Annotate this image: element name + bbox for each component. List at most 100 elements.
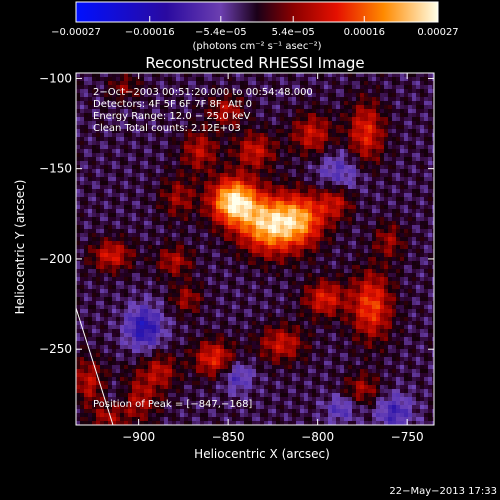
heatmap-cell — [240, 161, 245, 166]
heatmap-cell — [352, 249, 357, 254]
heatmap-cell — [84, 265, 89, 270]
heatmap-cell — [284, 121, 289, 126]
heatmap-cell — [240, 285, 245, 290]
heatmap-cell — [376, 101, 381, 106]
heatmap-cell — [184, 157, 189, 162]
heatmap-cell — [76, 173, 81, 178]
heatmap-cell — [112, 253, 117, 258]
heatmap-cell — [80, 225, 85, 230]
heatmap-cell — [108, 169, 113, 174]
heatmap-cell — [224, 129, 229, 134]
heatmap-cell — [340, 137, 345, 142]
heatmap-cell — [376, 225, 381, 230]
heatmap-cell — [244, 105, 249, 110]
heatmap-cell — [428, 137, 433, 142]
heatmap-cell — [252, 113, 257, 118]
heatmap-cell — [296, 257, 301, 262]
heatmap-cell — [328, 97, 333, 102]
heatmap-cell — [364, 265, 369, 270]
heatmap-cell — [288, 153, 293, 158]
colorbar-tick-label: −0.00016 — [125, 27, 175, 38]
heatmap-cell — [112, 209, 117, 214]
heatmap-cell — [348, 269, 353, 274]
heatmap-cell — [264, 125, 269, 130]
heatmap-cell — [408, 97, 413, 102]
heatmap-cell — [208, 173, 213, 178]
heatmap-cell — [204, 253, 209, 258]
heatmap-cell — [368, 277, 373, 282]
heatmap-cell — [172, 181, 177, 186]
heatmap-cell — [128, 249, 133, 254]
heatmap-cell — [280, 233, 285, 238]
heatmap-cell — [372, 261, 377, 266]
heatmap-cell — [264, 273, 269, 278]
heatmap-cell — [396, 169, 401, 174]
heatmap-cell — [208, 261, 213, 266]
heatmap-cell — [124, 125, 129, 130]
heatmap-cell — [228, 73, 233, 78]
heatmap-cell — [304, 245, 309, 250]
heatmap-cell — [344, 181, 349, 186]
heatmap-cell — [132, 237, 137, 242]
heatmap-cell — [92, 89, 97, 94]
heatmap-cell — [228, 117, 233, 122]
heatmap-cell — [420, 141, 425, 146]
heatmap-cell — [180, 165, 185, 170]
heatmap-cell — [336, 113, 341, 118]
heatmap-cell — [192, 201, 197, 206]
heatmap-cell — [116, 165, 121, 170]
heatmap-cell — [128, 209, 133, 214]
heatmap-cell — [200, 237, 205, 242]
heatmap-cell — [152, 265, 157, 270]
heatmap-cell — [308, 249, 313, 254]
heatmap-cell — [260, 249, 265, 254]
heatmap-cell — [320, 249, 325, 254]
heatmap-cell — [212, 97, 217, 102]
heatmap-cell — [348, 105, 353, 110]
heatmap-cell — [408, 237, 413, 242]
heatmap-cell — [320, 165, 325, 170]
heatmap-cell — [116, 253, 121, 258]
heatmap-cell — [164, 77, 169, 82]
heatmap-cell — [212, 149, 217, 154]
heatmap-cell — [176, 77, 181, 82]
heatmap-cell — [336, 93, 341, 98]
heatmap-cell — [432, 281, 434, 286]
heatmap-cell — [88, 141, 93, 146]
heatmap-cell — [316, 149, 321, 154]
heatmap-cell — [384, 81, 389, 86]
heatmap-cell — [148, 177, 153, 182]
heatmap-cell — [364, 209, 369, 214]
heatmap-cell — [344, 77, 349, 82]
heatmap-cell — [272, 225, 277, 230]
heatmap-cell — [360, 81, 365, 86]
heatmap-cell — [280, 73, 285, 78]
heatmap-cell — [392, 221, 397, 226]
heatmap-cell — [284, 201, 289, 206]
heatmap-cell — [148, 117, 153, 122]
heatmap-cell — [336, 281, 341, 286]
heatmap-cell — [380, 285, 385, 290]
heatmap-cell — [360, 129, 365, 134]
heatmap-cell — [364, 285, 369, 290]
heatmap-cell — [368, 177, 373, 182]
heatmap-cell — [100, 113, 105, 118]
heatmap-cell — [76, 205, 81, 210]
heatmap-cell — [424, 105, 429, 110]
heatmap-cell — [80, 261, 85, 266]
heatmap-cell — [300, 137, 305, 142]
heatmap-cell — [112, 261, 117, 266]
heatmap-cell — [372, 173, 377, 178]
heatmap-cell — [88, 237, 93, 242]
heatmap-cell — [372, 229, 377, 234]
heatmap-cell — [156, 93, 161, 98]
heatmap-cell — [120, 137, 125, 142]
heatmap-cell — [340, 197, 345, 202]
heatmap-cell — [376, 89, 381, 94]
heatmap-cell — [352, 85, 357, 90]
heatmap-cell — [284, 285, 289, 290]
heatmap-cell — [232, 213, 237, 218]
heatmap-cell — [108, 145, 113, 150]
heatmap-cell — [196, 201, 201, 206]
heatmap-cell — [152, 177, 157, 182]
